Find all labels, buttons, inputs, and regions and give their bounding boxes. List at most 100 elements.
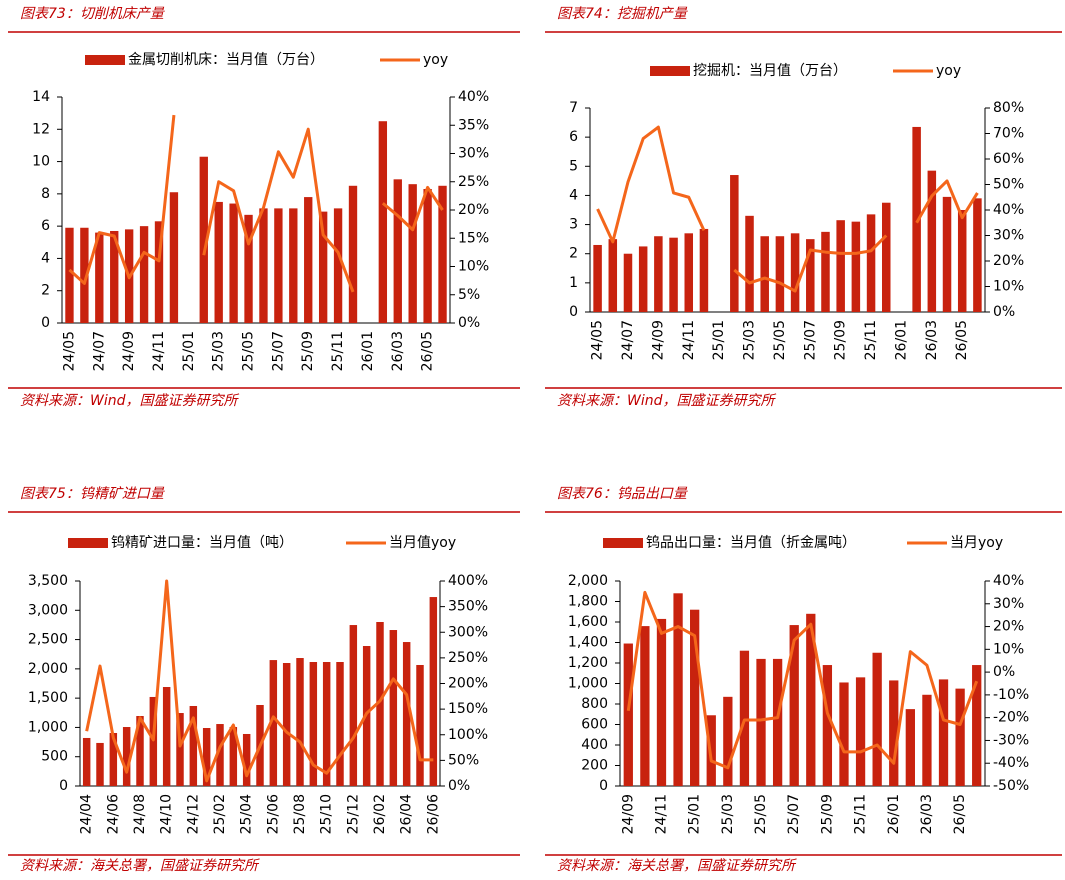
y-tick-label: 2 bbox=[569, 246, 578, 262]
y2-tick-label: 250% bbox=[448, 650, 488, 666]
x-tick-label: 24/09 bbox=[620, 794, 636, 834]
yoy-line bbox=[202, 127, 355, 293]
legend-label: 当月值yoy bbox=[389, 535, 456, 551]
bar bbox=[333, 208, 343, 323]
x-tick-label: 25/12 bbox=[345, 794, 361, 834]
bar bbox=[242, 733, 251, 786]
y2-tick-label: 0% bbox=[993, 304, 1015, 320]
bar bbox=[760, 236, 769, 312]
bar bbox=[282, 663, 291, 786]
chart-title: 图表76：钨品出口量 bbox=[557, 486, 689, 502]
bar bbox=[429, 597, 438, 786]
source: 资料来源：Wind，国盛证券研究所 bbox=[20, 393, 239, 409]
bar bbox=[927, 170, 937, 312]
bar bbox=[912, 126, 921, 312]
legend-label: yoy bbox=[936, 63, 961, 79]
y-tick-label: 4 bbox=[569, 187, 578, 203]
y-tick-label: 1,400 bbox=[568, 635, 608, 651]
bar bbox=[872, 652, 882, 786]
y2-tick-label: 20% bbox=[458, 202, 489, 218]
bar bbox=[745, 215, 754, 312]
y-tick-label: 1,800 bbox=[568, 594, 608, 610]
bar bbox=[654, 236, 663, 312]
y2-tick-label: 15% bbox=[458, 230, 489, 246]
bar bbox=[389, 630, 398, 786]
y-tick-label: 4 bbox=[41, 250, 50, 266]
y-tick-label: 12 bbox=[32, 121, 50, 137]
y-tick-label: 1,200 bbox=[568, 655, 608, 671]
chart-title: 图表75：钨精矿进口量 bbox=[20, 486, 166, 502]
y2-tick-label: 20% bbox=[993, 253, 1024, 269]
y-tick-label: 5 bbox=[569, 158, 578, 174]
y-tick-label: 0 bbox=[599, 778, 608, 794]
y2-tick-label: 10% bbox=[993, 641, 1024, 657]
bar bbox=[806, 239, 815, 312]
x-tick-label: 25/03 bbox=[742, 320, 758, 360]
legend-swatch bbox=[68, 538, 108, 548]
y2-tick-label: 35% bbox=[458, 117, 489, 133]
bar bbox=[438, 185, 447, 323]
bar bbox=[199, 156, 208, 323]
yoy-line bbox=[68, 114, 176, 285]
y-tick-label: 1 bbox=[569, 275, 578, 291]
x-tick-label: 26/02 bbox=[372, 794, 388, 834]
x-tick-label: 25/05 bbox=[753, 794, 769, 834]
y2-tick-label: 5% bbox=[458, 287, 480, 303]
y2-tick-label: 80% bbox=[993, 100, 1024, 116]
y2-tick-label: -40% bbox=[993, 755, 1029, 771]
legend-label: 当月yoy bbox=[950, 535, 1003, 551]
bar bbox=[244, 214, 253, 323]
bar bbox=[304, 197, 313, 323]
bar bbox=[839, 682, 849, 786]
y2-tick-label: 70% bbox=[993, 126, 1024, 142]
bar bbox=[139, 226, 149, 323]
y2-tick-label: -50% bbox=[993, 778, 1029, 794]
y-tick-label: 2,000 bbox=[568, 573, 608, 589]
y-tick-label: 8 bbox=[41, 186, 50, 202]
y-tick-label: 1,000 bbox=[28, 719, 68, 735]
bar bbox=[109, 732, 118, 786]
x-tick-label: 26/01 bbox=[893, 320, 909, 360]
bar bbox=[393, 179, 402, 323]
y-tick-label: 500 bbox=[41, 749, 68, 765]
chart-title: 图表74：挖掘机产量 bbox=[557, 6, 689, 22]
x-tick-label: 25/11 bbox=[853, 794, 869, 834]
bar bbox=[905, 709, 915, 786]
y2-tick-label: -30% bbox=[993, 732, 1029, 748]
x-tick-label: 25/05 bbox=[241, 331, 257, 371]
bar bbox=[806, 613, 816, 786]
bar bbox=[65, 227, 74, 323]
bar bbox=[336, 662, 344, 786]
legend-swatch bbox=[603, 538, 643, 548]
y2-tick-label: 0% bbox=[458, 315, 480, 331]
bar bbox=[955, 688, 965, 786]
bar bbox=[821, 231, 830, 312]
y2-tick-label: 20% bbox=[993, 619, 1024, 635]
y-tick-label: 1,500 bbox=[28, 690, 68, 706]
x-tick-label: 25/09 bbox=[833, 320, 849, 360]
y-tick-label: 14 bbox=[32, 89, 50, 105]
y-tick-label: 600 bbox=[581, 717, 608, 733]
y-tick-label: 0 bbox=[59, 778, 68, 794]
y2-tick-label: 30% bbox=[458, 146, 489, 162]
x-tick-label: 24/07 bbox=[91, 331, 107, 371]
x-tick-label: 25/04 bbox=[239, 794, 255, 834]
y2-tick-label: 200% bbox=[448, 676, 488, 692]
x-tick-label: 25/08 bbox=[292, 794, 308, 834]
y2-tick-label: 150% bbox=[448, 701, 488, 717]
bar bbox=[82, 737, 91, 786]
x-tick-label: 26/04 bbox=[399, 794, 415, 834]
x-tick-label: 24/08 bbox=[132, 794, 148, 834]
legend-label: 钨品出口量：当月值（折金属吨） bbox=[646, 535, 856, 551]
bar bbox=[176, 713, 184, 786]
y-tick-label: 2,000 bbox=[28, 661, 68, 677]
chart-title: 图表73：切削机床产量 bbox=[20, 6, 166, 22]
bar bbox=[699, 228, 709, 312]
y2-tick-label: 100% bbox=[448, 727, 488, 743]
x-tick-label: 26/03 bbox=[919, 794, 935, 834]
y2-tick-label: -10% bbox=[993, 687, 1029, 703]
bar bbox=[836, 220, 845, 312]
x-tick-label: 26/03 bbox=[924, 320, 940, 360]
yoy-line bbox=[733, 234, 888, 293]
y-tick-label: 0 bbox=[41, 315, 50, 331]
